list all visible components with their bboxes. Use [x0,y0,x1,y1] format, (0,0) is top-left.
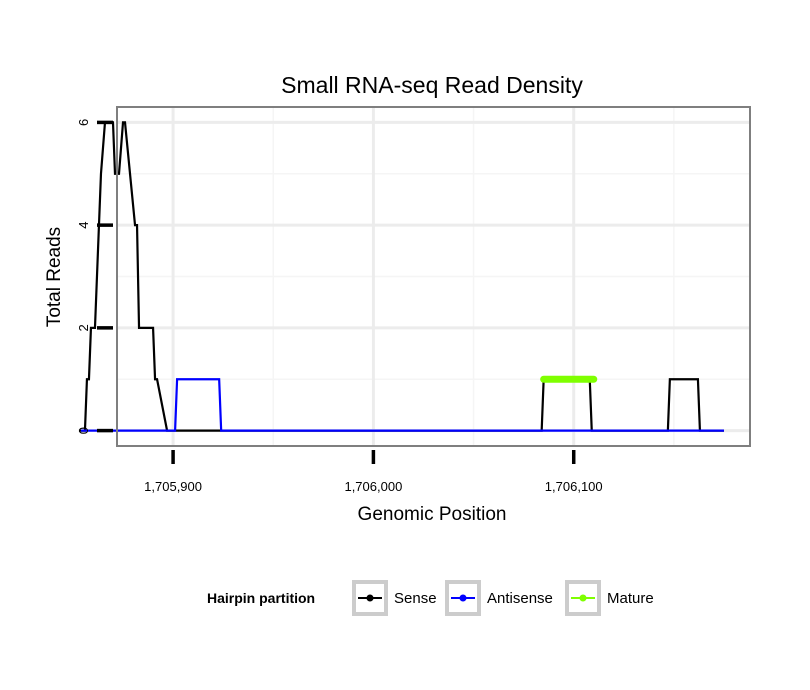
chart-title: Small RNA-seq Read Density [281,72,583,98]
y-tick-label: 4 [76,222,91,229]
x-tick-label: 1,706,000 [344,479,402,494]
legend-item-mature: Mature [565,580,654,616]
plot-border [116,106,751,447]
legend-label: Antisense [487,590,553,607]
x-axis-label: Genomic Position [358,504,507,525]
x-tick-label: 1,705,900 [144,479,202,494]
legend-key-point [366,594,374,602]
legend-key-point [579,594,587,602]
x-tick-label: 1,706,100 [545,479,603,494]
legend-label: Mature [607,590,654,607]
series-layer [78,121,724,432]
y-tick-label: 6 [76,119,91,126]
legend-item-sense: Sense [352,580,437,616]
y-tick-label: 2 [76,324,91,331]
y-axis-label: Total Reads [44,227,65,327]
series-line-antisense [80,378,724,432]
legend-label: Sense [394,590,437,607]
legend: Hairpin partition Sense Antisense Mature [207,580,654,616]
legend-key-point [459,594,467,602]
y-axis: 0 2 4 6 [76,119,113,434]
y-tick-label: 0 [76,427,91,434]
legend-item-antisense: Antisense [445,580,553,616]
legend-title: Hairpin partition [207,590,315,606]
x-axis: 1,705,900 1,706,000 1,706,100 [144,450,603,494]
